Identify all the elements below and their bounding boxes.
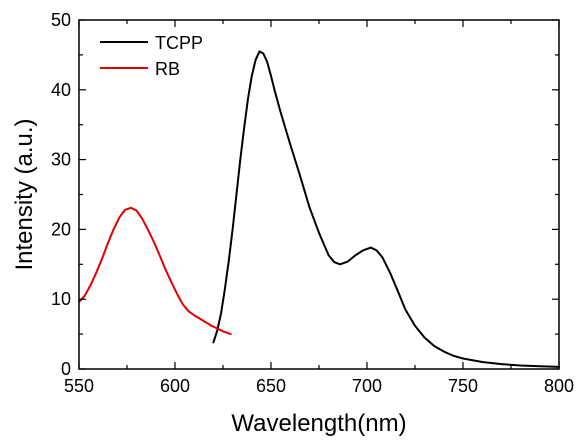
series-line-tcpp <box>212 50 560 368</box>
x-tick-label-650: 650 <box>256 376 286 396</box>
x-tick-label-700: 700 <box>352 376 382 396</box>
legend: TCPP RB <box>100 33 203 79</box>
legend-label-rb: RB <box>155 59 180 79</box>
y-tick-label-10: 10 <box>51 289 71 309</box>
x-tick-label-600: 600 <box>160 376 190 396</box>
y-tick-label-40: 40 <box>51 80 71 100</box>
x-tick-label-800: 800 <box>544 376 574 396</box>
x-axis-title: Wavelength(nm) <box>231 410 406 437</box>
y-tick-label-30: 30 <box>51 150 71 170</box>
y-tick-label-0: 0 <box>61 359 71 379</box>
axis-tick-labels-layer: 550 600 650 700 750 800 0 10 20 30 40 50 <box>51 10 574 396</box>
y-tick-label-20: 20 <box>51 219 71 239</box>
legend-label-tcpp: TCPP <box>155 33 203 53</box>
x-tick-label-550: 550 <box>64 376 94 396</box>
plot-area-frame <box>78 19 560 370</box>
y-tick-label-50: 50 <box>51 10 71 30</box>
plot-series-layer <box>78 50 560 368</box>
series-line-rb <box>78 206 232 336</box>
y-axis-title: Intensity (a.u.) <box>11 118 38 270</box>
x-tick-label-750: 750 <box>448 376 478 396</box>
